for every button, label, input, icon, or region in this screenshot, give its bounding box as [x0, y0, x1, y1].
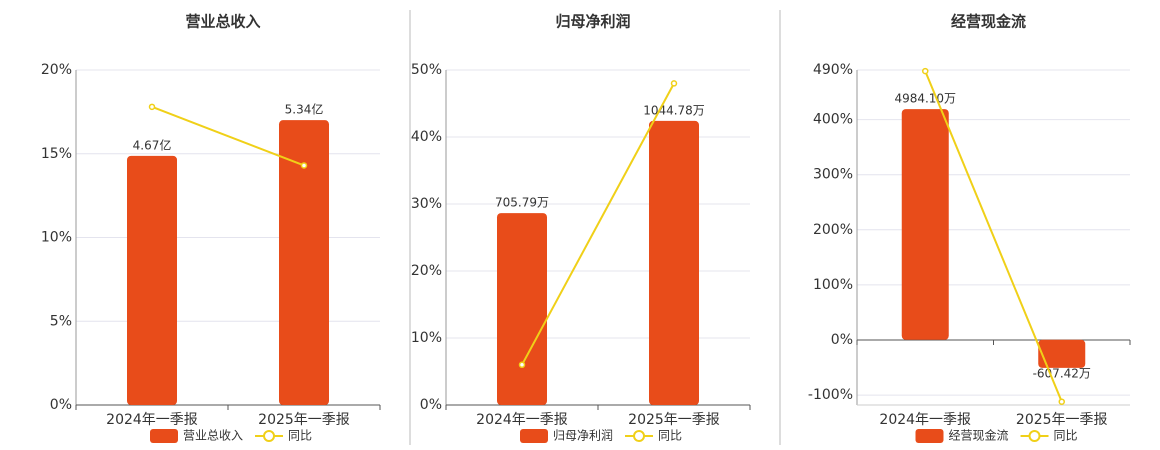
y-tick-label: 300%: [813, 167, 853, 183]
y-tick-label: 20%: [411, 263, 442, 279]
chart-title: 归母净利润: [555, 13, 630, 31]
chart-title: 营业总收入: [185, 13, 260, 31]
x-tick-label: 2024年一季报: [106, 412, 198, 428]
line: [924, 70, 1063, 403]
legend-label[interactable]: 经营现金流: [949, 428, 1009, 443]
value-label: 5.34亿: [285, 102, 324, 117]
value-label: 4984.10万: [894, 92, 956, 106]
line-point: [670, 80, 678, 87]
y-tick-label: 0%: [831, 332, 853, 348]
y-tick-label: 10%: [41, 230, 72, 246]
legend-label[interactable]: 同比: [658, 429, 682, 443]
legend-icon[interactable]: [915, 429, 944, 443]
y-tick-label: 200%: [813, 222, 853, 238]
legend-label[interactable]: 归母净利润: [553, 429, 613, 443]
line-point: [922, 67, 929, 75]
legend-icon[interactable]: [1028, 430, 1041, 442]
y-tick-label: 5%: [50, 313, 72, 329]
bar: [497, 213, 547, 405]
y-tick-label: 400%: [813, 112, 853, 128]
line-point: [300, 162, 308, 169]
y-tick-label: 100%: [813, 277, 853, 293]
value-label: 705.79万: [495, 196, 549, 210]
value-label: 4.67亿: [133, 137, 172, 152]
y-tick-label: 490%: [813, 62, 853, 78]
y-tick-label: 50%: [411, 62, 442, 78]
legend-icon[interactable]: [520, 429, 548, 443]
bar: [901, 109, 949, 340]
x-tick-label: 2024年一季报: [476, 412, 568, 428]
line-point: [1058, 398, 1065, 405]
bar: [1038, 339, 1086, 368]
legend-label[interactable]: 同比: [1054, 429, 1078, 443]
y-tick-label: 10%: [411, 330, 442, 346]
legend-label[interactable]: 营业总收入: [183, 429, 243, 443]
x-tick-label: 2024年一季报: [879, 412, 971, 428]
legend-icon[interactable]: [263, 430, 276, 442]
value-label: 1044.78万: [643, 103, 705, 117]
legend-icon[interactable]: [150, 429, 178, 443]
y-tick-label: 40%: [411, 129, 442, 145]
line-point: [518, 361, 526, 369]
chart-title: 经营现金流: [951, 13, 1026, 31]
line: [151, 105, 305, 167]
line-point: [148, 103, 156, 111]
bar: [279, 120, 329, 405]
x-tick-label: 2025年一季报: [258, 412, 350, 428]
bar: [127, 155, 177, 405]
y-tick-label: 30%: [411, 196, 442, 212]
legend-icon[interactable]: [633, 430, 646, 442]
y-tick-label: 0%: [50, 397, 72, 413]
y-tick-label: 20%: [41, 62, 72, 78]
y-tick-label: -100%: [808, 387, 853, 403]
x-tick-label: 2025年一季报: [1016, 412, 1108, 428]
x-tick-label: 2025年一季报: [628, 412, 720, 428]
y-tick-label: 15%: [41, 146, 72, 162]
y-tick-label: 0%: [420, 397, 442, 413]
bar: [649, 120, 699, 406]
line: [521, 82, 675, 366]
legend-label[interactable]: 同比: [288, 429, 312, 443]
value-label: -607.42万: [1033, 366, 1091, 380]
